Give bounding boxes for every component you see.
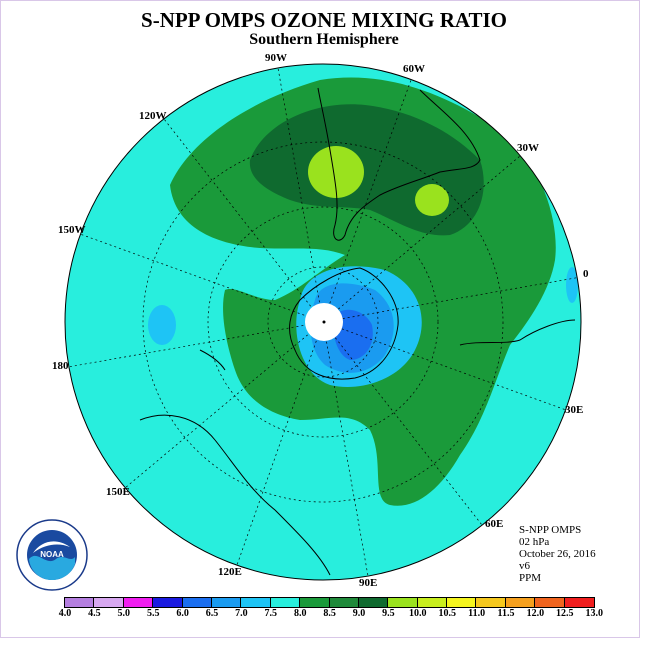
map-title: S-NPP OMPS OZONE MIXING RATIO — [141, 8, 507, 32]
colorbar-cell — [535, 598, 565, 607]
colorbar-cell — [388, 598, 418, 607]
colorbar-tick-label: 8.5 — [323, 608, 336, 619]
colorbar-tick-label: 9.5 — [382, 608, 395, 619]
colorbar-tick-label: 11.5 — [497, 608, 515, 619]
lime-maximum-1 — [308, 146, 364, 198]
blue-6-region — [333, 309, 373, 360]
meridian-0 — [322, 276, 581, 323]
lon-label-60w: 60W — [403, 63, 425, 75]
colorbar-tick-label: 7.0 — [235, 608, 248, 619]
map-subtitle: Southern Hemisphere — [249, 31, 399, 48]
lat-circle-1 — [267, 266, 379, 378]
colorbar-tick-label: 8.0 — [293, 608, 307, 619]
colorbar-cell — [153, 598, 183, 607]
colorbar-tick-label: 12.0 — [526, 608, 545, 619]
colorbar-cell — [447, 598, 477, 607]
colorbar-cell — [300, 598, 330, 607]
meridian-30e — [322, 321, 567, 411]
colorbar-cell — [270, 598, 301, 607]
noaa-logo-text: NOAA — [40, 550, 64, 559]
colorbar-tick-label: 4.0 — [58, 608, 72, 619]
colorbar-tick-label: 10.0 — [409, 608, 427, 619]
lon-label-120e: 120E — [218, 566, 242, 578]
colorbar-tick-label: 7.5 — [264, 608, 278, 619]
colorbar-cell — [564, 598, 595, 607]
colorbar-tick-label: 9.0 — [352, 608, 366, 619]
pole-dot — [322, 320, 326, 324]
colorbar-cell — [505, 598, 536, 607]
colorbar-cell — [329, 598, 359, 607]
lime-maximum-2 — [415, 184, 449, 216]
info-block: S-NPP OMPS 02 hPa October 26, 2016 v6 PP… — [519, 524, 596, 584]
colorbar-tick-label: 6.5 — [205, 608, 219, 619]
info-units: PPM — [519, 572, 542, 584]
nz-coast — [199, 349, 226, 371]
colorbar-cell — [417, 598, 448, 607]
meridian-150e — [124, 321, 324, 489]
colorbar-tick-label: 13.0 — [585, 608, 603, 619]
lon-label-30e: 30E — [565, 404, 584, 416]
lon-label-90e: 90E — [359, 577, 378, 589]
colorbar-cell — [123, 598, 154, 607]
meridian-150w — [79, 233, 324, 323]
lon-label-60e: 60E — [485, 518, 504, 530]
colorbar-cell — [182, 598, 212, 607]
info-date: October 26, 2016 — [519, 548, 596, 560]
antarctica-coast — [289, 267, 399, 380]
info-instrument: S-NPP OMPS — [519, 524, 582, 536]
lat-circle-2 — [207, 206, 439, 438]
colorbar-tick-label: 5.0 — [117, 608, 131, 619]
colorbar — [64, 597, 596, 608]
info-pressure: 02 hPa — [519, 536, 550, 548]
noaa-logo: NOAA — [16, 519, 88, 591]
colorbar-tick-label: 4.5 — [88, 608, 101, 619]
lon-label-180: 180 — [52, 360, 69, 372]
blue-edge-cell — [566, 267, 578, 303]
colorbar-cell — [65, 598, 95, 607]
blue-isolated-cell — [148, 305, 176, 345]
lon-label-120w: 120W — [139, 110, 167, 122]
colorbar-tick-label: 6.0 — [176, 608, 189, 619]
south-america-coast — [317, 87, 481, 241]
colorbar-tick-label: 5.5 — [146, 608, 160, 619]
meridian-180 — [67, 321, 324, 368]
lon-label-90w: 90W — [265, 52, 287, 64]
colorbar-cell — [94, 598, 124, 607]
australia-coast — [139, 414, 331, 576]
colorbar-cell — [476, 598, 506, 607]
colorbar-cell — [211, 598, 242, 607]
figure-frame — [0, 0, 640, 638]
lat-circle-3 — [142, 141, 504, 503]
colorbar-tick-label: 11.0 — [468, 608, 486, 619]
lon-label-150w: 150W — [58, 224, 86, 236]
map-boundary — [64, 63, 582, 581]
lon-label-150e: 150E — [106, 486, 130, 498]
lon-label-30w: 30W — [517, 142, 539, 154]
info-version: v6 — [519, 560, 530, 572]
lon-label-0: 0 — [583, 268, 589, 280]
africa-coast — [459, 319, 576, 346]
colorbar-cell — [358, 598, 389, 607]
colorbar-cell — [241, 598, 271, 607]
colorbar-tick-label: 10.5 — [438, 608, 456, 619]
colorbar-tick-label: 12.5 — [556, 608, 574, 619]
